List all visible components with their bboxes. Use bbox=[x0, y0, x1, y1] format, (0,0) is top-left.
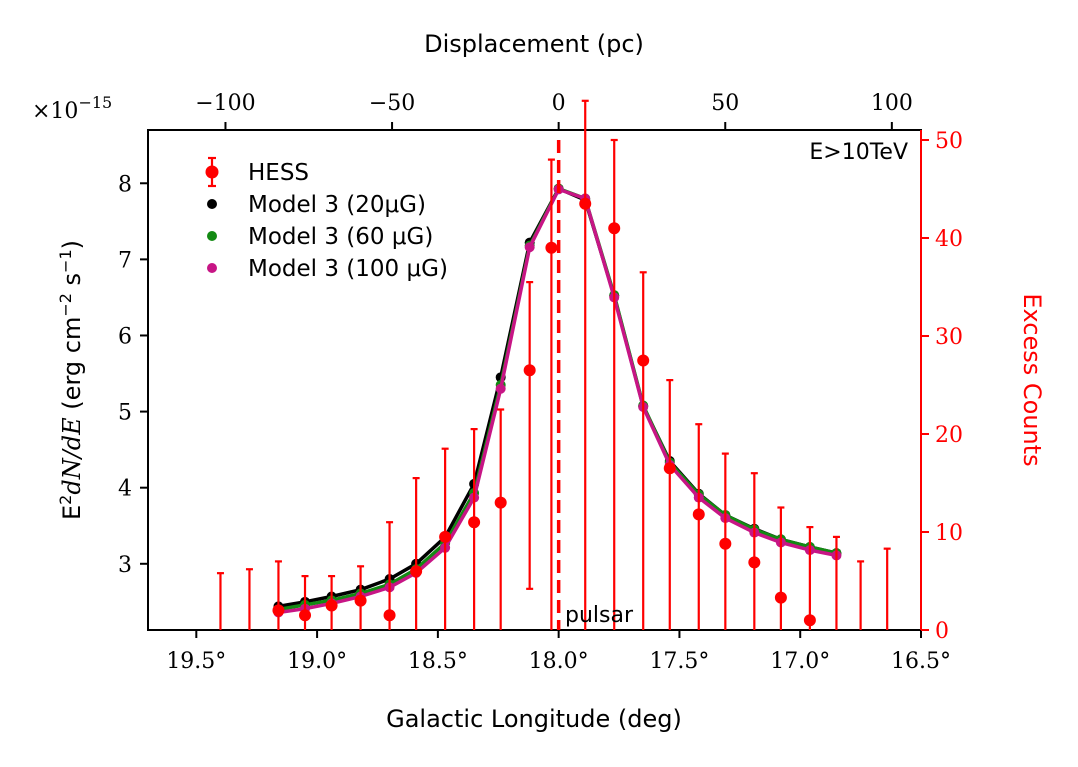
hess-point bbox=[325, 599, 338, 612]
hess-point bbox=[299, 609, 312, 622]
y2-tick-label: 50 bbox=[935, 129, 963, 154]
hess-point bbox=[637, 354, 650, 367]
hess-point bbox=[468, 516, 481, 529]
hess-point bbox=[608, 222, 621, 235]
legend-marker bbox=[205, 165, 219, 179]
x-tick-label: 17.5° bbox=[649, 649, 709, 674]
svg-text:E2dN/dE (erg cm−2 s−1): E2dN/dE (erg cm−2 s−1) bbox=[56, 240, 86, 520]
series-point bbox=[495, 383, 506, 394]
legend-marker bbox=[207, 231, 217, 241]
hess-point bbox=[523, 364, 536, 377]
hess-point bbox=[383, 609, 396, 622]
hess-point bbox=[774, 591, 787, 604]
series-point bbox=[524, 242, 535, 253]
hess-point bbox=[719, 537, 732, 550]
legend: HESS Model 3 (20μG) Model 3 (60 μG) Model 3… bbox=[205, 156, 448, 282]
top-tick-label: 100 bbox=[871, 91, 913, 116]
top-tick-label: 0 bbox=[552, 91, 566, 116]
top-axis-label: Displacement (pc) bbox=[424, 30, 644, 58]
hess-point bbox=[545, 241, 558, 254]
y-multiplier: ×10−15 bbox=[32, 93, 112, 124]
hess-point bbox=[494, 496, 507, 509]
legend-label: HESS bbox=[248, 160, 309, 186]
y2-tick-label: 20 bbox=[935, 423, 963, 448]
y2-axis-label: Excess Counts bbox=[1018, 293, 1046, 466]
y-tick-label: 7 bbox=[118, 248, 132, 273]
y-tick-label: 4 bbox=[118, 477, 132, 502]
y-tick-label: 6 bbox=[118, 324, 132, 349]
top-tick-label: 50 bbox=[711, 91, 739, 116]
y-tick-label: 5 bbox=[118, 401, 132, 426]
top-tick-label: −100 bbox=[195, 91, 255, 116]
energy-annotation: E>10TeV bbox=[809, 140, 908, 165]
y-tick-label: 3 bbox=[118, 553, 132, 578]
x-axis-label: Galactic Longitude (deg) bbox=[386, 705, 682, 733]
y-tick-label: 8 bbox=[118, 172, 132, 197]
hess-point bbox=[272, 604, 285, 617]
hess-point bbox=[579, 197, 592, 210]
legend-label: Model 3 (20μG) bbox=[248, 192, 426, 218]
y2-tick-label: 10 bbox=[935, 521, 963, 546]
legend-label: Model 3 (60 μG) bbox=[248, 224, 433, 250]
y2-tick-label: 30 bbox=[935, 325, 963, 350]
hess-point bbox=[803, 614, 816, 627]
x-tick-label: 19.5° bbox=[166, 649, 226, 674]
legend-label: Model 3 (100 μG) bbox=[248, 256, 448, 282]
top-tick-label: −50 bbox=[369, 91, 415, 116]
pulsar-annotation: pulsar bbox=[565, 603, 634, 628]
x-tick-label: 17.0° bbox=[770, 649, 830, 674]
hess-point bbox=[439, 530, 452, 543]
hess-point bbox=[410, 565, 423, 578]
x-tick-label: 19.0° bbox=[287, 649, 347, 674]
x-tick-label: 18.0° bbox=[529, 649, 589, 674]
hess-point bbox=[663, 462, 676, 475]
x-tick-label: 16.5° bbox=[891, 649, 951, 674]
hess-point bbox=[692, 508, 705, 521]
x-tick-label: 18.5° bbox=[408, 649, 468, 674]
y2-tick-label: 0 bbox=[935, 619, 949, 644]
legend-marker bbox=[207, 199, 217, 209]
hess-point bbox=[748, 556, 761, 569]
legend-marker bbox=[207, 263, 217, 273]
y-axis-label: E2dN/dE (erg cm−2 s−1) bbox=[56, 240, 86, 520]
hess-point bbox=[354, 594, 367, 607]
y2-tick-label: 40 bbox=[935, 227, 963, 252]
